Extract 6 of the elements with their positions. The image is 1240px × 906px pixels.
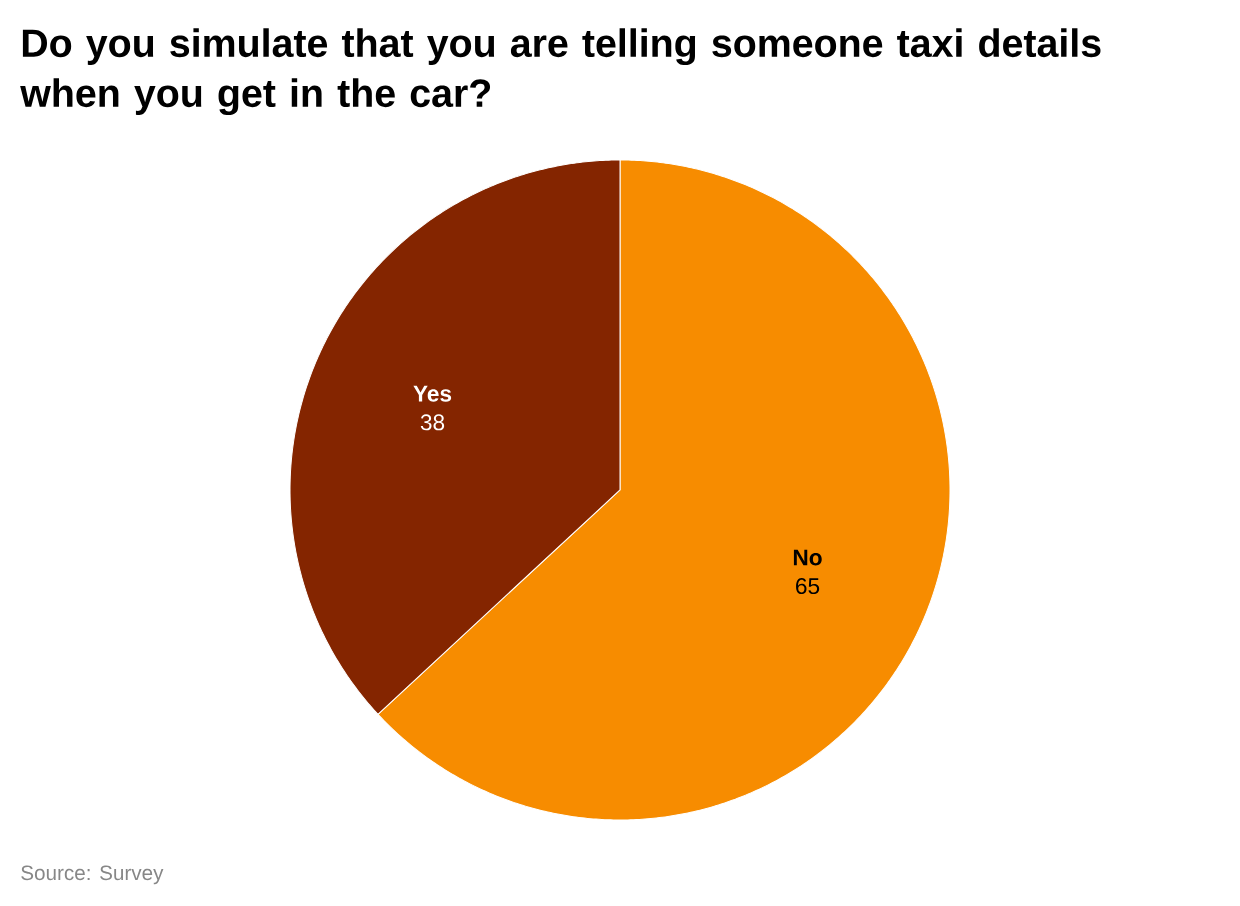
slice-label: No xyxy=(793,549,822,566)
source-note: Source: Survey xyxy=(21,865,164,885)
slice-label: Yes xyxy=(413,385,452,402)
data-label: 38 xyxy=(420,414,445,431)
chart-title: Do you simulate that you are telling someone taxi details when you get in the car? xyxy=(20,28,1101,116)
data-label: 65 xyxy=(796,578,820,595)
